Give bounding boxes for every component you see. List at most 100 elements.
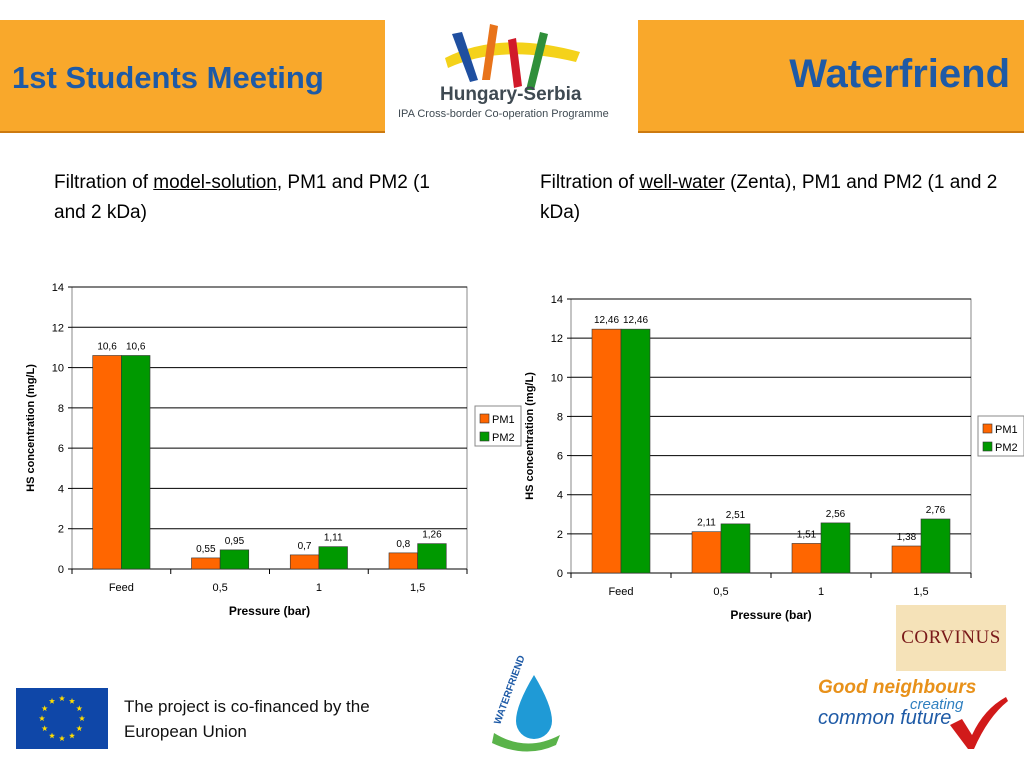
bar-pm1 (791, 543, 822, 574)
green-hand-icon (492, 733, 560, 752)
x-tick-label: 0,5 (713, 586, 728, 598)
corvinus-logo-text: CORVINUS (901, 627, 1001, 648)
data-label: 0,7 (298, 541, 312, 552)
eu-star (48, 732, 56, 739)
eu-star (76, 705, 83, 712)
eu-cofinance-text: The project is co-financed by the Europe… (124, 697, 370, 741)
x-tick-label: 1,5 (410, 582, 425, 594)
y-tick-label: 0 (557, 568, 563, 580)
logo-green-stroke (526, 32, 548, 90)
y-tick-label: 2 (557, 529, 563, 541)
data-label: 0,95 (225, 536, 245, 547)
data-label: 2,56 (826, 509, 846, 520)
legend: PM1 PM2 (977, 415, 1024, 457)
eu-star (38, 715, 46, 722)
chart-model-solution: 0 2 4 6 8 10 12 14 Feed 10,6 10,6 0,5 0,55 0,95 1 0,7 1,… (20, 275, 530, 625)
x-tick-label: 0,5 (212, 582, 227, 594)
hungary-serbia-logo (445, 24, 580, 90)
data-label: 2,11 (697, 518, 716, 529)
y-tick-label: 8 (58, 403, 64, 415)
y-tick-label: 4 (557, 490, 563, 502)
bar-pm1 (591, 328, 622, 574)
logo-blue-stroke (452, 32, 478, 82)
y-tick-label: 6 (557, 451, 563, 463)
y-axis-title: HS concentration (mg/L) (525, 372, 536, 500)
caption-suffix: , PM1 and PM2 (1 and 2 kDa) (54, 172, 430, 223)
logo-title: Hungary-Serbia (440, 84, 582, 105)
slogan-creating: creating (910, 696, 964, 713)
y-tick-label: 8 (557, 411, 563, 423)
caption-suffix: (Zenta), PM1 and PM2 (1 and 2 kDa) (540, 172, 998, 223)
bar-pm2 (121, 355, 151, 570)
eu-star (68, 697, 76, 704)
header-band-right (638, 20, 1024, 133)
y-tick-label: 2 (58, 524, 64, 536)
red-checkmark-icon (950, 697, 1008, 749)
data-label: 2,51 (726, 510, 746, 521)
header-band-left (0, 20, 385, 133)
chart-well-water: 0 2 4 6 8 10 12 14 Feed 12,46 12,46 0,5 2,11 2,51 1 1,5… (524, 285, 1024, 630)
y-tick-label: 4 (58, 483, 64, 495)
eu-star (48, 697, 56, 704)
bar-pm2 (620, 328, 651, 574)
data-label: 10,6 (97, 341, 117, 352)
slogan-good-neighbours: Good neighbours (818, 677, 977, 698)
bar-pm2 (720, 523, 751, 574)
bar-pm1 (891, 545, 922, 574)
legend-label-pm2: PM2 (492, 432, 515, 444)
bar-pm2 (318, 546, 348, 570)
data-label: 0,8 (396, 539, 410, 550)
legend-swatch-pm1 (982, 423, 993, 434)
data-label: 1,11 (324, 533, 343, 544)
bar-pm2 (920, 518, 951, 574)
eu-star (58, 695, 66, 702)
waterfriend-logo: WATERFRIEND (492, 655, 560, 752)
logo-red-stroke (508, 38, 522, 88)
data-label: 1,51 (797, 529, 817, 540)
bar-pm2 (820, 522, 851, 574)
water-drop-icon (516, 675, 552, 739)
data-label: 0,55 (196, 544, 216, 555)
caption-prefix: Filtration of (540, 172, 640, 193)
y-axis-title: HS concentration (mg/L) (25, 364, 37, 492)
data-label: 1,38 (897, 532, 917, 543)
legend-box (474, 405, 522, 447)
x-tick-label: Feed (109, 582, 134, 594)
y-tick-label: 14 (551, 294, 563, 306)
bar-pm1 (691, 531, 722, 574)
eu-flag-icon (16, 688, 108, 749)
corvinus-logo (896, 605, 1006, 671)
eu-star (76, 725, 83, 732)
caption-model-solution: Filtration of model-solution, PM1 and PM… (54, 168, 464, 228)
y-tick-label: 0 (58, 564, 64, 576)
data-label: 2,76 (926, 505, 946, 516)
logo-orange-stroke (482, 24, 498, 80)
legend-swatch-pm1 (479, 413, 490, 424)
x-tick-label: 1 (316, 582, 322, 594)
legend-label-pm1: PM1 (492, 414, 515, 426)
legend-swatch-pm2 (479, 431, 490, 442)
x-axis-title: Pressure (bar) (730, 608, 811, 622)
data-label: 12,46 (594, 315, 619, 326)
x-tick-label: 1 (818, 586, 824, 598)
eu-star (58, 735, 66, 742)
logo-subtitle: IPA Cross-border Co-operation Programme (398, 108, 609, 120)
eu-star (41, 725, 48, 732)
x-tick-label: Feed (608, 586, 633, 598)
legend-label-pm2: PM2 (995, 442, 1018, 454)
y-tick-label: 10 (551, 372, 563, 384)
data-label: 1,26 (422, 530, 442, 541)
logo-yellow-swoosh (445, 42, 580, 68)
eu-star (78, 715, 86, 722)
data-label: 10,6 (126, 341, 146, 352)
meeting-title: 1st Students Meeting (12, 60, 324, 95)
caption-prefix: Filtration of (54, 172, 154, 193)
caption-well-water: Filtration of well-water (Zenta), PM1 an… (540, 168, 1020, 228)
y-tick-label: 12 (551, 333, 563, 345)
chart-svg: 0 2 4 6 8 10 12 14 Feed 12,46 12,46 0,5 2,11 2,51 1 1,5… (524, 294, 1024, 622)
y-tick-label: 10 (52, 363, 64, 375)
x-tick-label: 1,5 (913, 586, 928, 598)
caption-underlined-term: model-solution (153, 172, 277, 193)
y-tick-label: 12 (52, 322, 64, 334)
caption-underlined-term: well-water (639, 172, 725, 193)
